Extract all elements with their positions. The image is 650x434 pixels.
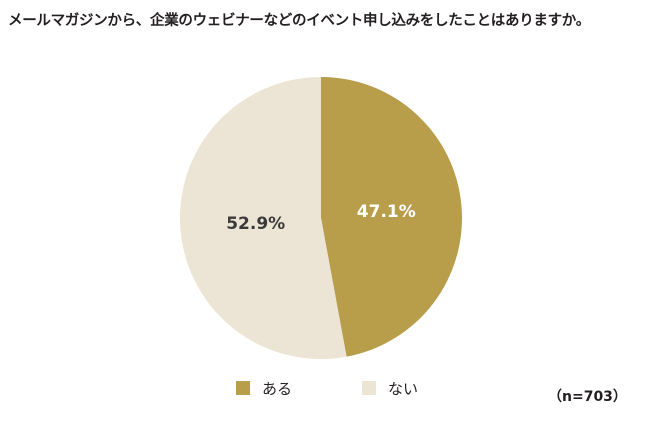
slice-label-nai: 52.9%: [226, 214, 285, 234]
legend-label-nai: ない: [388, 379, 419, 398]
slice-label-aru: 47.1%: [357, 202, 416, 222]
legend-label-aru: ある: [262, 379, 293, 398]
pie-slice-aru: [321, 77, 462, 357]
legend-swatch-aru: [236, 381, 250, 395]
legend-item-aru: ある: [236, 375, 292, 401]
legend: ある ない: [0, 375, 650, 401]
chart-title: メールマガジンから、企業のウェビナーなどのイベント申し込みをしたことはありますか…: [8, 13, 590, 29]
pie-slice-nai: [180, 77, 347, 359]
legend-swatch-nai: [362, 381, 376, 395]
legend-item-nai: ない: [362, 375, 418, 401]
sample-size-note: （n=703）: [548, 389, 627, 405]
